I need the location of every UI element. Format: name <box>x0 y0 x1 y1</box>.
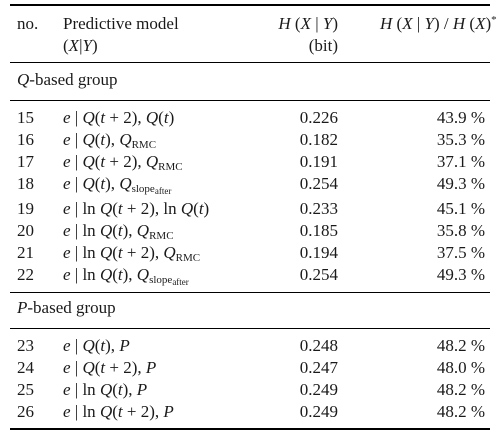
group-q-rule <box>10 100 490 101</box>
row-ratio: 43.9 % <box>436 108 485 127</box>
row-model: e | Q(t), P <box>63 336 130 355</box>
row-h: 0.247 <box>299 358 338 377</box>
row-ratio: 35.8 % <box>436 221 485 240</box>
row-ratio: 48.2 % <box>436 336 485 355</box>
row-ratio: 37.5 % <box>436 243 485 262</box>
row-h: 0.249 <box>299 402 338 421</box>
header-h-line2: (bit) <box>308 36 338 55</box>
row-model: e | ln Q(t + 2), ln Q(t) <box>63 199 210 218</box>
row-no: 20 <box>17 221 34 240</box>
header-model-line1: Predictive model <box>63 14 179 33</box>
row-no: 16 <box>17 130 34 149</box>
row-model: e | Q(t + 2), P <box>63 358 157 377</box>
row-no: 24 <box>17 358 34 377</box>
row-model: e | ln Q(t + 2), QRMC <box>63 243 201 264</box>
row-model: e | Q(t + 2), QRMC <box>63 152 183 173</box>
row-h: 0.226 <box>299 108 338 127</box>
row-ratio: 35.3 % <box>436 130 485 149</box>
row-ratio: 45.1 % <box>436 199 485 218</box>
row-model: e | ln Q(t), QRMC <box>63 221 174 242</box>
row-ratio: 48.0 % <box>436 358 485 377</box>
row-ratio: 49.3 % <box>436 265 485 284</box>
row-no: 23 <box>17 336 34 355</box>
row-model: e | Q(t), QRMC <box>63 130 157 151</box>
group-title-q: Q-based group <box>17 70 118 89</box>
row-h: 0.194 <box>299 243 338 262</box>
group-separator-rule <box>10 292 490 293</box>
group-title-p: P-based group <box>17 298 116 317</box>
row-h: 0.254 <box>299 174 338 193</box>
row-ratio: 49.3 % <box>436 174 485 193</box>
row-h: 0.185 <box>299 221 338 240</box>
header-rule <box>10 62 490 63</box>
group-p-rule <box>10 328 490 329</box>
header-ratio: H (X | Y) / H (X)* <box>380 14 497 33</box>
row-no: 19 <box>17 199 34 218</box>
row-no: 22 <box>17 265 34 284</box>
row-ratio: 37.1 % <box>436 152 485 171</box>
top-rule <box>10 4 490 6</box>
header-h-line1: H (X | Y) <box>278 14 338 33</box>
row-model: e | ln Q(t), P <box>63 380 148 399</box>
row-no: 26 <box>17 402 34 421</box>
header-model-line2: (X|Y) <box>63 36 98 55</box>
row-h: 0.191 <box>299 152 338 171</box>
row-no: 18 <box>17 174 34 193</box>
row-model: e | ln Q(t), Qslopeafter <box>63 265 189 287</box>
row-model: e | Q(t), Qslopeafter <box>63 174 172 196</box>
row-no: 21 <box>17 243 34 262</box>
bottom-rule <box>10 428 490 430</box>
row-h: 0.249 <box>299 380 338 399</box>
row-h: 0.248 <box>299 336 338 355</box>
row-h: 0.254 <box>299 265 338 284</box>
row-h: 0.182 <box>299 130 338 149</box>
row-h: 0.233 <box>299 199 338 218</box>
row-no: 15 <box>17 108 34 127</box>
row-ratio: 48.2 % <box>436 402 485 421</box>
row-no: 25 <box>17 380 34 399</box>
row-model: e | ln Q(t + 2), P <box>63 402 174 421</box>
header-no: no. <box>17 14 39 33</box>
row-no: 17 <box>17 152 34 171</box>
row-model: e | Q(t + 2), Q(t) <box>63 108 175 127</box>
row-ratio: 48.2 % <box>436 380 485 399</box>
